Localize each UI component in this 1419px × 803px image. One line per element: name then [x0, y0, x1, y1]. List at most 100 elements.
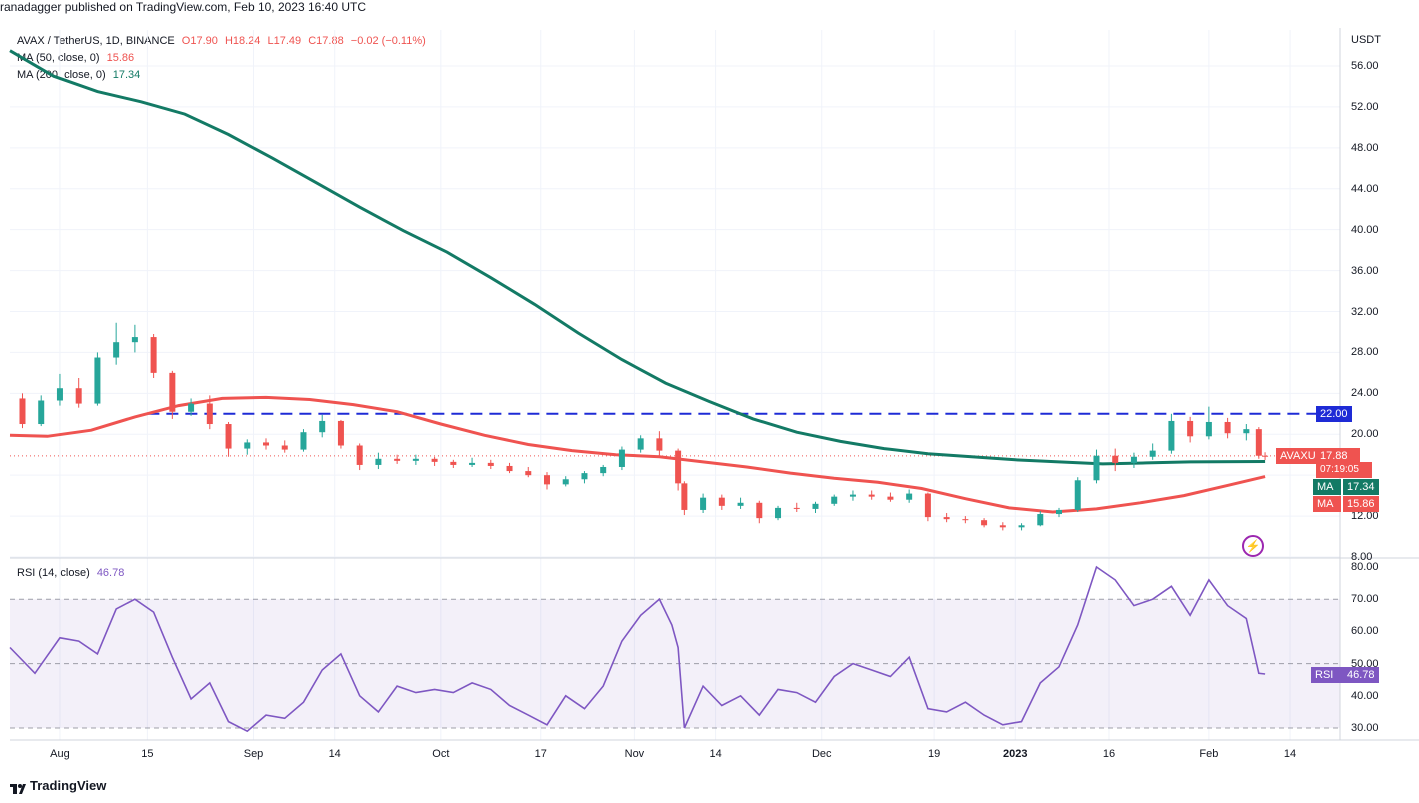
ma200-line: [9, 49, 1266, 466]
candle: [981, 518, 988, 528]
ma200-legend-label: MA (200, close, 0): [17, 69, 106, 81]
candle-body: [113, 342, 120, 358]
rsi-band: [10, 598, 1340, 729]
ma50-legend-value: 15.86: [106, 52, 135, 64]
candle: [1149, 443, 1156, 460]
candle: [525, 466, 532, 478]
candle-body: [1243, 429, 1250, 434]
candle: [1187, 416, 1194, 443]
symbol-legend[interactable]: AVAX / TetherUS, 1D, BINANCE O17.90 H18.…: [17, 35, 426, 47]
ohlc-change: −0.02 (−0.11%): [350, 35, 426, 47]
candle: [656, 431, 663, 456]
rsi-legend[interactable]: RSI (14, close) 46.78: [17, 567, 124, 579]
candle: [637, 435, 644, 453]
candle: [188, 398, 195, 416]
candle-body: [718, 497, 725, 506]
candle-body: [1074, 480, 1081, 510]
price-axis-label: 32.00: [1351, 305, 1379, 318]
rsi-line: [9, 565, 1266, 733]
candle: [469, 457, 476, 467]
candle-body: [868, 494, 875, 497]
candle-body: [1149, 450, 1156, 457]
ma50-legend[interactable]: MA (50, close, 0) 15.86: [17, 52, 134, 64]
time-axis-label: Oct: [432, 748, 450, 760]
candle-body: [681, 483, 688, 510]
candle: [1112, 448, 1119, 472]
rsi-axis-label: 40.00: [1351, 689, 1379, 702]
rsi-tag-value: 46.78: [1343, 667, 1379, 683]
candle: [431, 456, 438, 466]
time-axis-label: Feb: [1199, 748, 1219, 760]
candle: [756, 500, 763, 524]
attribution-text: ranadagger published on TradingView.com,…: [0, 0, 367, 14]
candle: [225, 421, 232, 457]
candle: [849, 490, 856, 501]
price-axis-label: 52.00: [1351, 100, 1379, 113]
candle: [1074, 477, 1081, 512]
candle-body: [737, 502, 744, 506]
candle: [831, 494, 838, 506]
candle-body: [75, 388, 82, 404]
candle-body: [337, 420, 344, 446]
ma200-path: [9, 49, 1266, 466]
candle: [681, 481, 688, 516]
candle-body: [756, 502, 763, 519]
ma50-tag-value: 15.86: [1343, 496, 1379, 512]
candle-body: [675, 450, 682, 484]
candle: [19, 393, 26, 429]
candle: [319, 414, 326, 438]
time-axis-label: Sep: [243, 748, 264, 760]
candle-body: [94, 357, 101, 404]
candle: [244, 439, 251, 455]
candle-body: [469, 462, 476, 465]
tradingview-logo[interactable]: TradingView: [10, 778, 106, 794]
time-axis-label: 15: [141, 748, 154, 760]
ohlc-high: H18.24: [224, 35, 261, 47]
candle: [718, 494, 725, 510]
candle: [450, 459, 457, 469]
candle-body: [19, 398, 26, 425]
candle: [412, 454, 419, 465]
candle-body: [887, 496, 894, 500]
candle-body: [1037, 514, 1044, 526]
candle: [675, 448, 682, 491]
ma50-tag-label: MA: [1313, 496, 1341, 512]
candle: [1037, 510, 1044, 527]
candle-body: [225, 424, 232, 449]
time-axis-label: 2023: [1003, 748, 1028, 760]
candle-body: [300, 432, 307, 450]
candle-body: [1018, 525, 1025, 528]
ma200-legend[interactable]: MA (200, close, 0) 17.34: [17, 69, 140, 81]
candle: [1093, 449, 1100, 484]
candle: [793, 502, 800, 512]
candle-body: [525, 471, 532, 476]
last-price-tag: 17.88: [1316, 448, 1360, 464]
candle: [906, 489, 913, 503]
candle: [1262, 452, 1269, 460]
candle: [1224, 417, 1231, 439]
candle: [337, 419, 344, 449]
candle-body: [600, 466, 607, 474]
rsi-legend-value: 46.78: [96, 567, 125, 579]
candle-body: [450, 461, 457, 465]
price-axis-label: 24.00: [1351, 387, 1379, 400]
candles: [19, 322, 1269, 531]
candle-body: [999, 525, 1006, 528]
ohlc-open: O17.90: [181, 35, 218, 47]
time-axis-label: 16: [1102, 748, 1116, 760]
price-axis-currency: USDT: [1351, 34, 1381, 46]
price-axis-label: 28.00: [1351, 346, 1379, 359]
rsi-axis-label: 50.00: [1351, 657, 1379, 670]
candle-body: [281, 445, 288, 450]
candle-body: [562, 479, 569, 485]
candle-body: [38, 400, 45, 425]
candle: [1168, 413, 1175, 454]
time-axis-label: 19: [928, 748, 941, 760]
candle: [581, 471, 588, 484]
lightning-icon[interactable]: ⚡: [1242, 535, 1264, 557]
time-axis-label: Nov: [624, 748, 645, 760]
candle-body: [1205, 421, 1212, 437]
candle: [506, 462, 513, 474]
candle: [38, 395, 45, 427]
